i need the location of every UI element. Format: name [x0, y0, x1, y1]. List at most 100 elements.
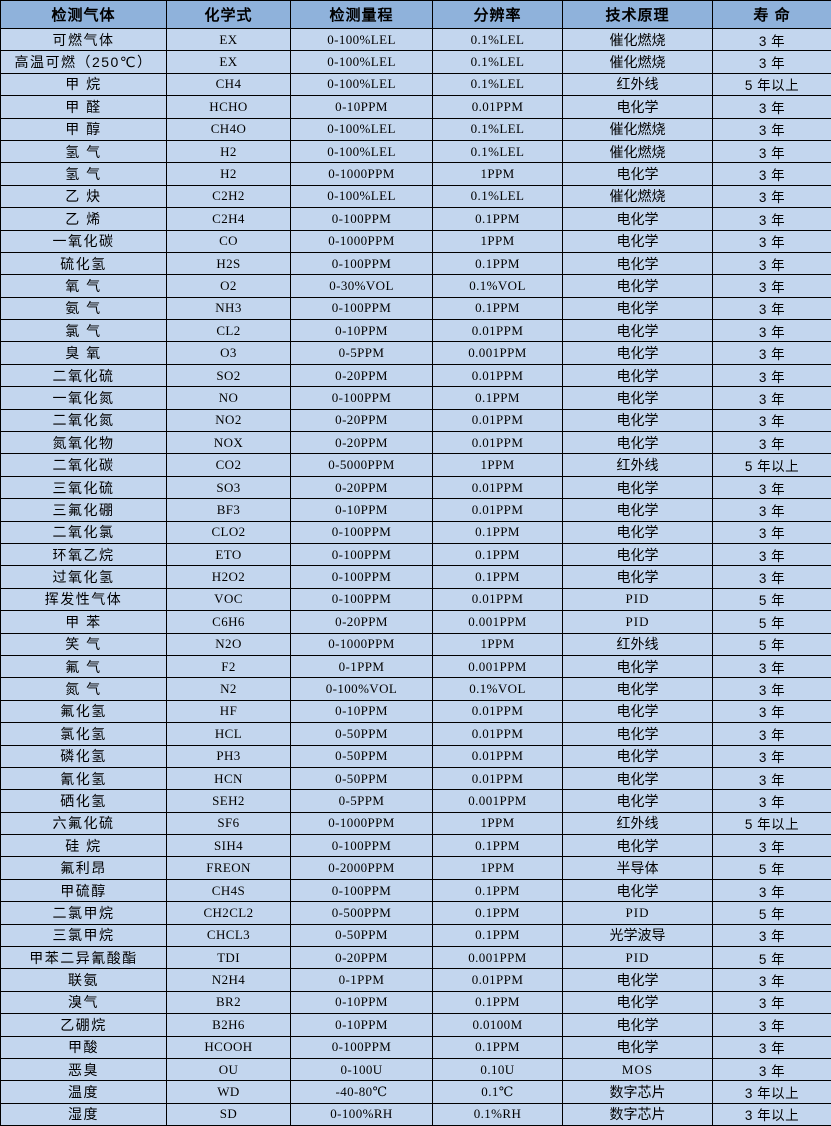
cell-gas: 二氧化碳 [1, 454, 167, 476]
cell-range: 0-50PPM [291, 924, 433, 946]
cell-gas: 硫化氢 [1, 252, 167, 274]
cell-tech: 电化学 [563, 208, 713, 230]
cell-gas: 六氟化硫 [1, 812, 167, 834]
cell-gas: 甲 烷 [1, 73, 167, 95]
cell-tech: 电化学 [563, 96, 713, 118]
cell-tech: 红外线 [563, 73, 713, 95]
cell-range: 0-10PPM [291, 991, 433, 1013]
cell-range: 0-30%VOL [291, 275, 433, 297]
cell-form: TDI [167, 947, 291, 969]
cell-gas: 氢 气 [1, 163, 167, 185]
cell-res: 0.1%RH [433, 1103, 563, 1125]
cell-range: 0-100PPM [291, 521, 433, 543]
cell-form: C6H6 [167, 611, 291, 633]
cell-range: 0-100%LEL [291, 51, 433, 73]
cell-res: 0.1%LEL [433, 29, 563, 51]
cell-range: 0-100PPM [291, 879, 433, 901]
cell-life: 3 年 [713, 678, 831, 700]
cell-res: 0.1%LEL [433, 185, 563, 207]
cell-res: 0.01PPM [433, 745, 563, 767]
cell-res: 0.01PPM [433, 409, 563, 431]
cell-range: 0-100%LEL [291, 29, 433, 51]
cell-form: HCOOH [167, 1036, 291, 1058]
cell-form: HF [167, 700, 291, 722]
cell-gas: 臭 氧 [1, 342, 167, 364]
cell-range: 0-1000PPM [291, 633, 433, 655]
cell-range: 0-100%LEL [291, 118, 433, 140]
cell-res: 0.1PPM [433, 387, 563, 409]
cell-range: 0-1000PPM [291, 163, 433, 185]
cell-gas: 挥发性气体 [1, 588, 167, 610]
cell-res: 0.01PPM [433, 320, 563, 342]
cell-life: 3 年 [713, 566, 831, 588]
cell-range: 0-10PPM [291, 499, 433, 521]
cell-form: B2H6 [167, 1014, 291, 1036]
cell-gas: 氰化氢 [1, 767, 167, 789]
cell-tech: 催化燃烧 [563, 118, 713, 140]
cell-life: 3 年 [713, 342, 831, 364]
cell-res: 0.01PPM [433, 767, 563, 789]
cell-form: BF3 [167, 499, 291, 521]
cell-life: 3 年 [713, 499, 831, 521]
cell-gas: 二氧化氯 [1, 521, 167, 543]
cell-gas: 氧 气 [1, 275, 167, 297]
cell-form: CH4O [167, 118, 291, 140]
cell-life: 3 年 [713, 700, 831, 722]
cell-life: 3 年 [713, 118, 831, 140]
cell-form: CL2 [167, 320, 291, 342]
cell-tech: 红外线 [563, 633, 713, 655]
cell-res: 0.1%VOL [433, 678, 563, 700]
cell-range: 0-20PPM [291, 947, 433, 969]
cell-life: 3 年 [713, 969, 831, 991]
cell-tech: 电化学 [563, 700, 713, 722]
cell-range: 0-100U [291, 1058, 433, 1080]
cell-tech: 电化学 [563, 521, 713, 543]
cell-res: 0.1%VOL [433, 275, 563, 297]
column-header-technology: 技术原理 [563, 1, 713, 29]
cell-range: 0-5PPM [291, 790, 433, 812]
cell-tech: 电化学 [563, 1036, 713, 1058]
cell-range: 0-20PPM [291, 409, 433, 431]
cell-range: 0-50PPM [291, 767, 433, 789]
cell-life: 5 年以上 [713, 454, 831, 476]
cell-life: 3 年 [713, 476, 831, 498]
cell-life: 3 年 [713, 163, 831, 185]
cell-form: SIH4 [167, 835, 291, 857]
cell-tech: 红外线 [563, 454, 713, 476]
cell-gas: 温度 [1, 1081, 167, 1103]
cell-res: 0.01PPM [433, 96, 563, 118]
cell-gas: 氮 气 [1, 678, 167, 700]
cell-life: 3 年 [713, 252, 831, 274]
cell-gas: 氮氧化物 [1, 432, 167, 454]
cell-life: 5 年 [713, 611, 831, 633]
cell-form: SEH2 [167, 790, 291, 812]
cell-tech: 电化学 [563, 387, 713, 409]
cell-tech: 光学波导 [563, 924, 713, 946]
cell-gas: 氢 气 [1, 140, 167, 162]
cell-tech: 电化学 [563, 991, 713, 1013]
cell-form: OU [167, 1058, 291, 1080]
cell-life: 3 年 [713, 51, 831, 73]
cell-gas: 三氯甲烷 [1, 924, 167, 946]
cell-res: 0.01PPM [433, 364, 563, 386]
cell-res: 0.1%LEL [433, 118, 563, 140]
cell-form: CH2CL2 [167, 902, 291, 924]
cell-res: 0.1%LEL [433, 140, 563, 162]
cell-life: 3 年 [713, 275, 831, 297]
cell-tech: 电化学 [563, 1014, 713, 1036]
cell-res: 1PPM [433, 454, 563, 476]
cell-form: H2 [167, 163, 291, 185]
cell-res: 0.1PPM [433, 521, 563, 543]
